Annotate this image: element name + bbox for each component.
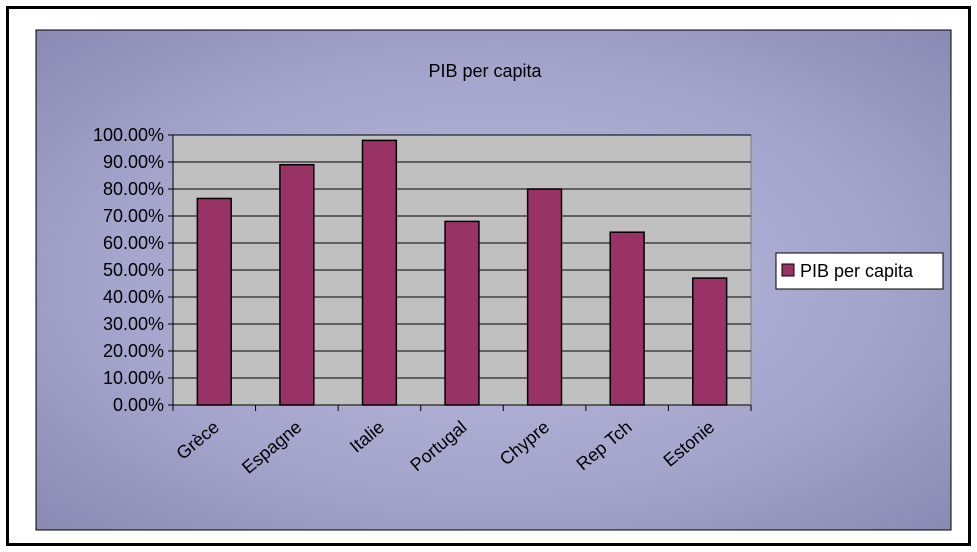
bar-5	[609, 231, 645, 406]
y-tick-label: 80.00%	[103, 179, 164, 199]
bar-1	[279, 163, 315, 406]
chart-title: PIB per capita	[428, 61, 542, 81]
y-tick-label: 40.00%	[103, 287, 164, 307]
legend-swatch	[781, 263, 795, 277]
y-tick-label: 30.00%	[103, 314, 164, 334]
y-tick-labels: 0.00% 10.00% 20.00% 30.00% 40.00% 50.00% 60.00…	[93, 125, 173, 415]
y-tick-label: 100.00%	[93, 125, 164, 145]
y-tick-label: 60.00%	[103, 233, 164, 253]
chart-frame: PIB per capita 0.00% 10.00% 20.00% 30.00% 40…	[6, 6, 971, 546]
y-tick-label: 0.00%	[113, 395, 164, 415]
y-tick-label: 90.00%	[103, 152, 164, 172]
y-tick-label: 70.00%	[103, 206, 164, 226]
bar-6	[692, 277, 728, 406]
y-tick-label: 50.00%	[103, 260, 164, 280]
bar-chart: PIB per capita 0.00% 10.00% 20.00% 30.00% 40…	[35, 29, 952, 531]
bar-2	[361, 139, 398, 406]
bar-4	[526, 188, 563, 406]
legend-label: PIB per capita	[800, 261, 914, 281]
bar-3	[444, 220, 480, 406]
y-tick-label: 20.00%	[103, 341, 164, 361]
bar-0	[196, 197, 232, 406]
legend: PIB per capita	[775, 252, 944, 290]
legend-box	[775, 252, 944, 290]
y-tick-label: 10.00%	[103, 368, 164, 388]
